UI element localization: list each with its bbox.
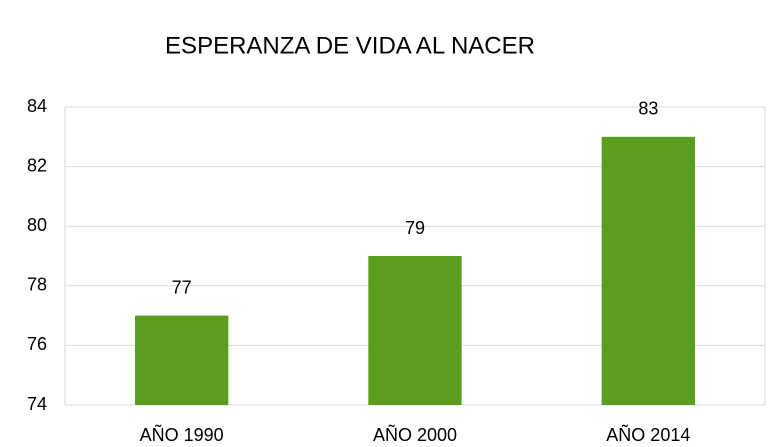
data-label: 83 — [638, 99, 658, 119]
bar — [135, 315, 229, 405]
y-tick-label: 74 — [27, 394, 47, 414]
x-tick-label: AÑO 1990 — [140, 424, 224, 445]
x-tick-label: AÑO 2000 — [373, 424, 457, 445]
chart-title: ESPERANZA DE VIDA AL NACER — [165, 32, 535, 59]
bar — [601, 136, 695, 406]
y-tick-label: 80 — [27, 215, 47, 235]
x-tick-label: AÑO 2014 — [606, 424, 690, 445]
y-tick-label: 84 — [27, 96, 47, 116]
y-tick-label: 78 — [27, 275, 47, 295]
data-label: 79 — [405, 218, 425, 238]
data-label: 77 — [172, 277, 192, 297]
bar — [368, 256, 462, 405]
y-tick-label: 82 — [27, 155, 47, 175]
y-tick-label: 76 — [27, 334, 47, 354]
